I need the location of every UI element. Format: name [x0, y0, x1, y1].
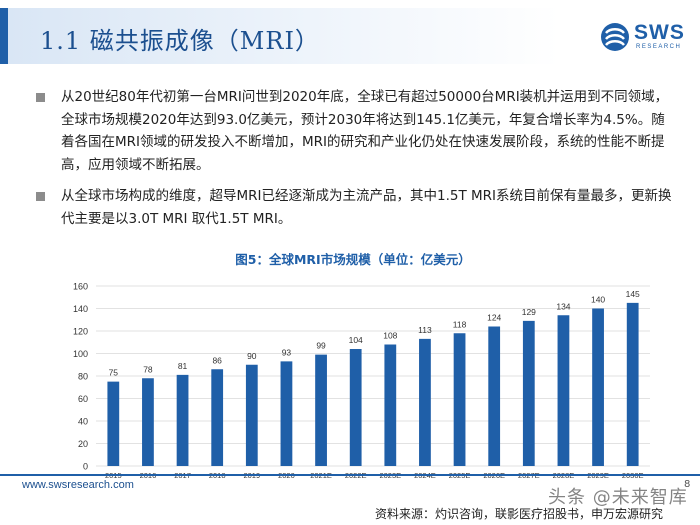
top-bar	[0, 0, 700, 6]
y-tick-label: 140	[73, 304, 88, 314]
title-accent-bar	[0, 8, 8, 64]
data-label: 124	[487, 313, 501, 323]
footer-url[interactable]: www.swsresearch.com	[22, 479, 134, 491]
y-tick-label: 160	[73, 282, 88, 292]
bar	[211, 369, 224, 466]
page-number: 8	[684, 479, 691, 490]
y-tick-label: 80	[78, 372, 88, 382]
bullet-list: 从20世纪80年代初第一台MRI问世到2020年底，全球已有超过50000台MR…	[36, 86, 676, 239]
data-label: 134	[556, 301, 570, 311]
data-label: 90	[247, 351, 257, 361]
bar	[522, 320, 535, 466]
data-label: 104	[349, 335, 363, 345]
bullet-square-icon	[36, 192, 45, 201]
data-label: 75	[109, 368, 119, 378]
watermark: 头条 @未来智库	[548, 487, 688, 508]
bar	[245, 364, 258, 466]
bullet-text: 从20世纪80年代初第一台MRI问世到2020年底，全球已有超过50000台MR…	[61, 89, 669, 173]
data-label: 86	[212, 355, 222, 365]
logo-subtitle: RESEARCH	[636, 44, 682, 50]
bar	[557, 315, 570, 466]
title-banner: 1.1 磁共振成像（MRI）	[0, 8, 560, 64]
bar	[349, 349, 362, 466]
data-label: 140	[591, 295, 605, 305]
y-tick-label: 0	[83, 462, 88, 472]
chart-source-note: 资料来源：灼识咨询，联影医疗招股书，申万宏源研究	[375, 507, 664, 521]
data-label: 93	[282, 347, 292, 357]
bullet-square-icon	[36, 93, 45, 102]
title-background	[8, 8, 560, 64]
data-label: 118	[453, 319, 467, 329]
bar	[626, 302, 639, 466]
bullet-item: 从20世纪80年代初第一台MRI问世到2020年底，全球已有超过50000台MR…	[36, 86, 676, 176]
bullet-item: 从全球市场构成的维度，超导MRI已经逐渐成为主流产品，其中1.5T MRI系统目…	[36, 185, 676, 230]
bar	[453, 333, 466, 466]
data-label: 145	[626, 289, 640, 299]
bar	[176, 374, 189, 466]
bar	[488, 326, 501, 466]
chart-title: 图5：全球MRI市场规模（单位：亿美元）	[235, 252, 470, 267]
footer-divider	[0, 474, 700, 476]
bar	[384, 344, 397, 466]
sws-logo: SWS RESEARCH	[600, 20, 690, 56]
bar	[107, 381, 120, 466]
y-tick-label: 20	[78, 439, 88, 449]
bar	[280, 361, 293, 466]
y-tick-label: 60	[78, 394, 88, 404]
data-label: 108	[383, 331, 397, 341]
bar	[592, 308, 604, 466]
data-label: 99	[316, 341, 326, 351]
y-tick-label: 120	[73, 327, 88, 337]
bar	[315, 354, 327, 466]
y-tick-label: 100	[73, 349, 88, 359]
data-label: 113	[418, 325, 432, 335]
data-label: 78	[143, 364, 153, 374]
logo-name: SWS	[634, 21, 685, 44]
y-tick-label: 40	[78, 417, 88, 427]
bar	[142, 378, 154, 466]
market-size-bar-chart: 图5：全球MRI市场规模（单位：亿美元） 0 20 40 60 80 100 120 140 16…	[73, 252, 650, 480]
bar	[419, 338, 431, 466]
bullet-text: 从全球市场构成的维度，超导MRI已经逐渐成为主流产品，其中1.5T MRI系统目…	[61, 188, 672, 227]
data-label: 81	[178, 361, 188, 371]
sws-logo-icon	[601, 23, 629, 51]
data-label: 129	[522, 307, 536, 317]
page-title: 1.1 磁共振成像（MRI）	[40, 27, 320, 55]
